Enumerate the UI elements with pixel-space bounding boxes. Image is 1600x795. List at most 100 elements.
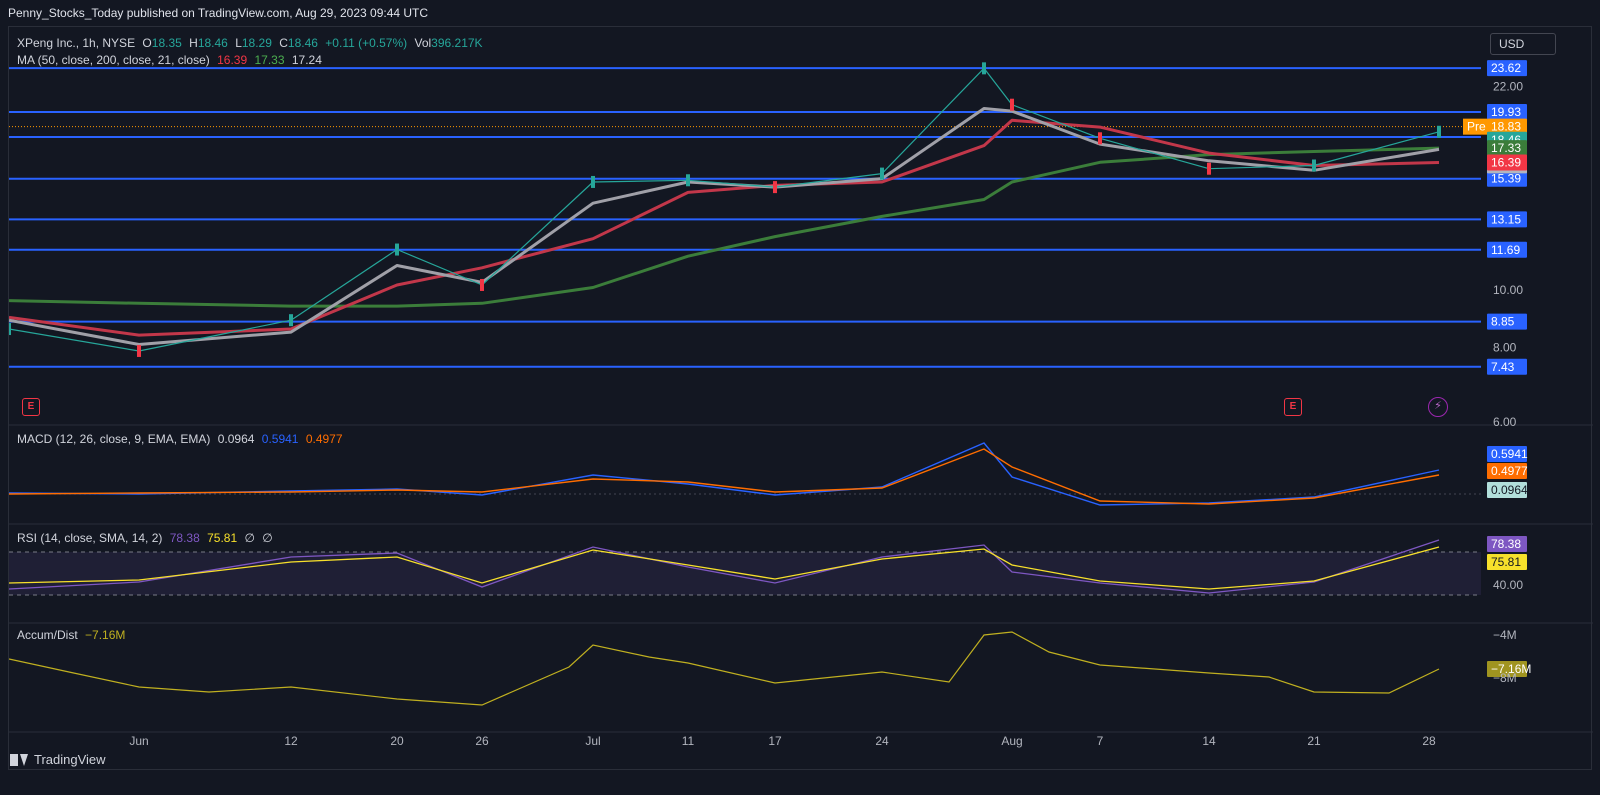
macd-legend[interactable]: MACD (12, 26, close, 9, EMA, EMA) 0.0964… (17, 432, 347, 446)
series-line-price[interactable] (9, 67, 1440, 352)
macd-signal-tag-bg (1487, 463, 1527, 479)
time-axis-label: 21 (1307, 734, 1321, 748)
rsi-legend-label[interactable]: RSI (14, close, SMA, 14, 2) (17, 531, 163, 545)
level-price-tag: 11.69 (1491, 243, 1520, 257)
macd-line (9, 442, 1440, 506)
time-axis-label: 7 (1097, 734, 1104, 748)
chart-frame[interactable]: Jun 12 20 26 Jul 11 17 24 Aug 7 14 21 28 22.00 10.00 8.… (8, 26, 1593, 771)
ad-legend[interactable]: Accum/Dist −7.16M (17, 628, 129, 642)
rsi-ma-line (9, 546, 1440, 590)
level-price-tag: 7.43 (1491, 360, 1515, 374)
close-value: 18.46 (287, 36, 318, 50)
open-value: 18.35 (151, 36, 182, 50)
ma200-legend-value: 17.33 (254, 53, 285, 67)
price-candle (982, 62, 986, 75)
level-price-tag-bg (1487, 313, 1527, 330)
price-candle (395, 243, 399, 256)
time-axis-label: 11 (682, 734, 695, 748)
price-candle (773, 181, 777, 194)
macd-hist-tag: 0.0964 (1491, 483, 1528, 497)
ad-value-tag: −7.16M (1491, 662, 1531, 676)
pre-tag-bg (1463, 118, 1487, 135)
published-caption: Penny_Stocks_Today published on TradingV… (8, 6, 429, 20)
time-axis-label: 17 (768, 734, 782, 748)
price-candle (137, 344, 141, 357)
brand-name: TradingView (34, 752, 106, 767)
ma50-legend-value: 16.39 (217, 53, 248, 67)
ad-axis-bottom-label: −8M (1493, 671, 1517, 685)
price-candle (591, 175, 595, 188)
accum-dist-line (9, 631, 1440, 706)
low-label: L (235, 36, 242, 50)
premarket-price-tag-bg (1487, 118, 1527, 135)
symbol-title[interactable]: XPeng Inc., 1h, NYSE (17, 36, 136, 50)
time-axis-label: Jun (129, 734, 148, 748)
main-legend[interactable]: XPeng Inc., 1h, NYSE O18.35 H18.46 L18.2… (17, 36, 487, 50)
earnings-e-icon[interactable]: E (22, 398, 40, 416)
level-price-tag-bg (1487, 60, 1527, 77)
time-axis-label: 20 (390, 734, 404, 748)
rsi-ma-legend-value: 75.81 (207, 531, 238, 545)
rsi-axis-label: 40.00 (1493, 578, 1523, 592)
tradingview-logo-icon (10, 753, 28, 766)
ma-legend[interactable]: MA (50, close, 200, close, 21, close) 16… (17, 53, 326, 67)
time-axis-label: 12 (284, 734, 298, 748)
price-candle (1312, 159, 1316, 172)
macd-signal-line (9, 448, 1440, 505)
ma-legend-label[interactable]: MA (50, close, 200, close, 21, close) (17, 53, 210, 67)
lightning-icon[interactable]: ⚡ (1428, 397, 1448, 417)
close-label: C (279, 36, 288, 50)
series-line-ma-21[interactable] (9, 107, 1440, 346)
ma50-price-tag: 16.39 (1491, 155, 1521, 169)
low-value: 18.29 (241, 36, 272, 50)
price-candle (880, 167, 884, 180)
rsi-ma-tag: 75.81 (1491, 555, 1521, 569)
price-axis-label: 10.00 (1493, 283, 1523, 297)
price-axis-label: 6.00 (1493, 415, 1517, 429)
time-axis-label: Aug (1001, 734, 1022, 748)
price-candle (1098, 132, 1102, 145)
tradingview-footer[interactable]: TradingView (10, 752, 106, 767)
chart-canvas[interactable]: Jun 12 20 26 Jul 11 17 24 Aug 7 14 21 28 22.00 10.00 8.… (9, 27, 1593, 771)
rsi-line (9, 539, 1440, 594)
high-label: H (189, 36, 198, 50)
ad-legend-label[interactable]: Accum/Dist (17, 628, 78, 642)
high-value: 18.46 (197, 36, 228, 50)
ma50-price-tag-bg (1487, 154, 1527, 171)
premarket-price-tag: 18.83 (1491, 120, 1521, 134)
level-price-tag-bg (1487, 103, 1527, 120)
rsi-extra-1: ∅ (244, 531, 255, 545)
ma200-price-tag-bg (1487, 140, 1527, 157)
currency-selector[interactable]: USD (1490, 33, 1556, 55)
time-axis-label: 26 (475, 734, 489, 748)
rsi-legend[interactable]: RSI (14, close, SMA, 14, 2) 78.38 75.81 … (17, 531, 277, 545)
ad-legend-value: −7.16M (85, 628, 126, 642)
level-price-tag-bg (1487, 358, 1527, 375)
macd-price-tag: 0.5941 (1491, 447, 1528, 461)
ad-axis-top-label: −4M (1493, 628, 1517, 642)
macd-signal-tag: 0.4977 (1491, 464, 1528, 478)
ad-value-tag-bg (1487, 661, 1527, 677)
level-price-tag-bg (1487, 170, 1527, 187)
price-axis-label: 22.00 (1493, 79, 1523, 93)
price-candle (686, 174, 690, 187)
macd-hist-value: 0.0964 (217, 432, 255, 446)
earnings-e-icon[interactable]: E (1284, 398, 1302, 416)
price-axis-label: 8.00 (1493, 341, 1517, 355)
series-line-ma-50[interactable] (9, 118, 1440, 337)
macd-hist-tag-bg (1487, 482, 1527, 498)
macd-signal-value: 0.4977 (305, 432, 343, 446)
time-axis-label: 24 (875, 734, 889, 748)
vol-value: 396.217K (431, 36, 483, 50)
macd-price-tag-bg (1487, 446, 1527, 462)
macd-line-value: 0.5941 (261, 432, 299, 446)
rsi-ma-tag-bg (1487, 554, 1527, 570)
time-axis-label: 14 (1202, 734, 1216, 748)
macd-legend-label[interactable]: MACD (12, 26, close, 9, EMA, EMA) (17, 432, 211, 446)
level-price-tag: 13.15 (1491, 212, 1521, 226)
level-price-tag-bg (1487, 211, 1527, 228)
series-line-ma-200[interactable] (9, 146, 1440, 308)
rsi-band (9, 552, 1481, 595)
level-price-tag: 23.62 (1491, 61, 1521, 75)
price-candle (480, 278, 484, 291)
